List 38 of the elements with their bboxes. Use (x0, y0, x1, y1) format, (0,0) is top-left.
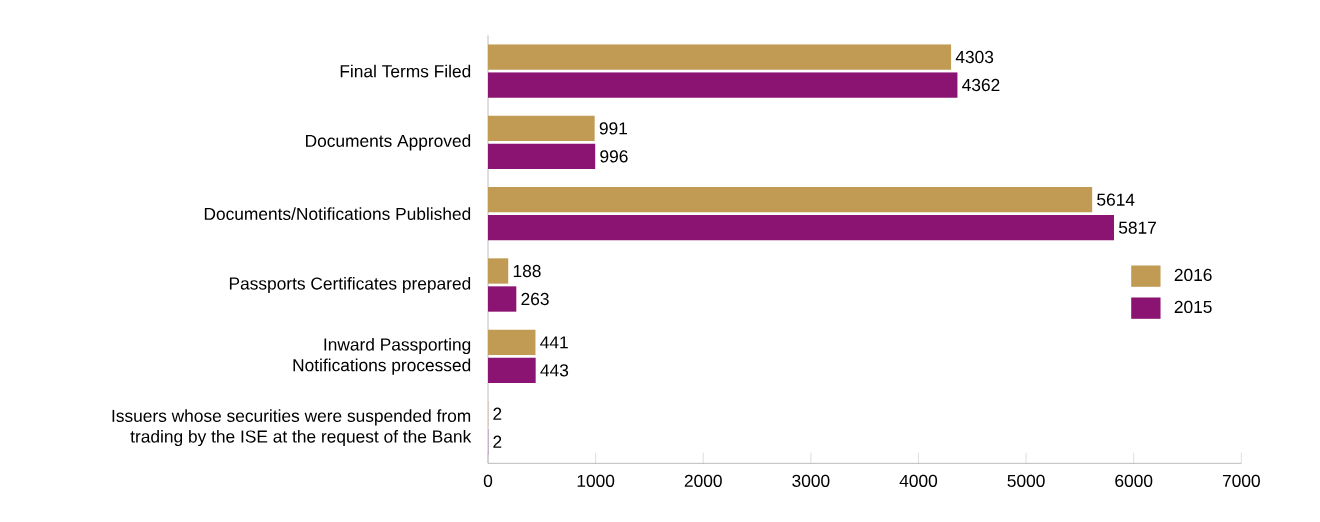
x-tick-label: 6000 (1115, 474, 1153, 487)
y-tick-label: Issuers whose securities were suspended from trading by the ISE at the request of the Bank (112, 409, 472, 447)
bar (488, 215, 1115, 241)
legend-label: 2016 (1174, 268, 1212, 282)
x-tick-label: 5000 (1007, 474, 1045, 487)
data-label: 2 (493, 407, 502, 420)
bar (488, 143, 596, 170)
bar (488, 115, 595, 142)
data-label: 5817 (1118, 221, 1156, 234)
bar (488, 72, 958, 98)
x-tick-label: 1000 (577, 474, 615, 487)
data-label: 2 (493, 435, 502, 448)
y-tick-label: Documents Approved (306, 134, 471, 151)
data-label: 5614 (1097, 193, 1135, 206)
bar (488, 258, 509, 284)
x-tick-label: 4000 (899, 474, 938, 487)
y-tick-label: Passports Certificates prepared (229, 276, 471, 294)
x-tick-label: 0 (483, 474, 493, 487)
data-label: 441 (540, 336, 568, 349)
bar (488, 357, 536, 384)
bar (488, 187, 1093, 213)
data-label: 443 (540, 364, 569, 377)
x-tick-label: 7000 (1222, 474, 1260, 487)
bar (488, 329, 536, 356)
bar (488, 286, 517, 312)
legend-label: 2015 (1174, 300, 1212, 314)
data-label: 188 (513, 264, 541, 278)
data-label: 4303 (955, 50, 994, 64)
data-label: 263 (521, 292, 549, 306)
y-tick-label: Inward Passporting Notifications processed (293, 337, 471, 375)
x-tick-label: 2000 (684, 474, 722, 487)
data-label: 4362 (962, 78, 1000, 92)
data-label: 991 (599, 122, 627, 135)
y-tick-label: Documents/Notifications Published (204, 207, 471, 221)
x-tick-label: 3000 (792, 474, 830, 487)
y-tick-label: Final Terms Filed (340, 64, 471, 78)
data-label: 996 (600, 150, 628, 163)
bar (488, 44, 952, 70)
